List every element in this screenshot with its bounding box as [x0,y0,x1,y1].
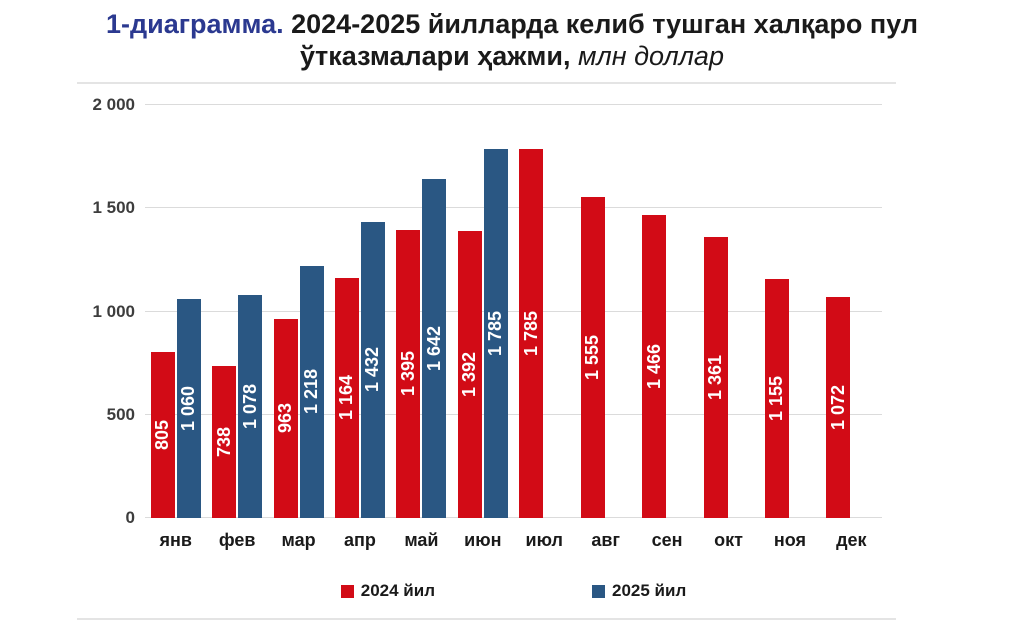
y-tick-label-0: 0 [125,508,135,527]
legend-label-2024: 2024 йил [360,581,435,600]
bar-value-label: 1 164 [336,375,357,421]
y-tick-label-2000: 2 000 [92,95,135,114]
bar-2024-сен: 1 466 [642,215,667,518]
bar-value-label: 1 785 [520,310,541,357]
chart-title: 1-диаграмма. 2024-2025 йилларда келиб ту… [0,8,1024,72]
month-label-дек: дек [836,530,867,550]
gridline-1000 [145,310,882,312]
legend: 2024 йил 2025 йил [145,581,882,601]
bar-2024-ноя: 1 155 [764,279,789,518]
month-label-май: май [404,530,439,550]
bar-2024-фев: 738 [212,366,237,518]
month-label-апр: апр [344,530,376,550]
month-label-окт: окт [714,530,743,550]
bar-2024-июн: 1 392 [457,231,482,518]
legend-swatch-2024-icon [340,584,354,598]
gridline-500 [145,413,882,415]
bar-2024-мар: 963 [273,319,298,518]
bar-value-label: 1 072 [827,384,848,431]
bar-value-label: 805 [152,419,173,451]
bar-group-янв: 805 1 060 [145,105,206,518]
bar-value-label: 1 218 [301,369,322,415]
month-label-авг: авг [591,530,620,550]
month-label-июл: июл [525,530,563,550]
bar-2024-дек: 1 072 [826,297,851,518]
bar-2024-апр: 1 164 [334,278,359,518]
bar-2025-июн: 1 785 [483,149,508,518]
chart-title-text: 2024-2025 йилларда келиб тушган халқаро … [291,9,919,39]
bar-2024-июл: 1 785 [519,149,544,518]
month-label-фев: фев [218,530,256,550]
chart-card: 0 500 1 000 1 500 2 000 805 1 060 738 1 078 963 1… [77,82,896,620]
bar-value-label: 1 785 [485,310,506,357]
gridline-1500 [145,207,882,209]
bar-group-июл: 1 785 [514,105,575,518]
bar-group-май: 1 395 1 642 [391,105,452,518]
plot-area: 805 1 060 738 1 078 963 1 218 1 164 1 432 1 395 1… [145,104,882,518]
bar-group-июн: 1 392 1 785 [452,105,513,518]
month-label-июн: июн [464,530,502,550]
bar-value-label: 1 361 [705,354,725,401]
chart-title-line2: ўтказмалари ҳажми, млн доллар [0,40,1024,72]
bar-2025-янв: 1 060 [176,299,201,518]
chart-title-number: 1-диаграмма. [105,9,284,39]
x-axis-labels: янв фев мар апр май июн июл авг сен окт ноя дек [145,530,882,551]
bar-2024-окт: 1 361 [703,237,728,518]
bar-group-ноя: 1 155 [759,105,820,518]
legend-label-2025: 2025 йил [612,581,687,600]
bar-value-label: 1 432 [362,347,383,393]
bar-value-label: 1 392 [459,351,480,398]
bar-2025-мар: 1 218 [299,266,324,518]
y-axis: 0 500 1 000 1 500 2 000 [77,96,135,527]
bar-value-label: 1 078 [239,383,260,430]
legend-swatch-2025-icon [592,584,605,598]
bar-value-label: 963 [275,403,296,434]
y-tick-label-1000: 1 000 [92,301,135,321]
bar-value-label: 738 [213,426,234,458]
bar-value-label: 1 555 [582,334,603,381]
bar-2024-янв: 805 [150,352,175,518]
bar-group-сен: 1 466 [636,105,697,518]
month-label-янв: янв [159,530,192,550]
y-tick-label-500: 500 [106,404,135,424]
bar-groups: 805 1 060 738 1 078 963 1 218 1 164 1 432 1 395 1… [145,105,882,518]
bar-group-фев: 738 1 078 [206,105,267,518]
bar-2024-май: 1 395 [396,230,421,518]
gridline-0 [145,517,882,518]
legend-item-2024: 2024 йил [340,581,435,601]
bar-group-дек: 1 072 [821,105,882,518]
bar-value-label: 1 466 [643,343,664,390]
month-label-сен: сен [651,530,683,550]
chart-title-unit: млн доллар [578,41,724,71]
bar-group-авг: 1 555 [575,105,636,518]
gridline-2000 [145,104,882,105]
bar-value-label: 1 060 [178,385,199,432]
y-tick-label-1500: 1 500 [92,198,135,218]
bar-value-label: 1 155 [766,375,787,422]
chart-title-text2: ўтказмалари ҳажми, [300,41,571,71]
month-label-мар: мар [281,530,316,550]
bar-group-окт: 1 361 [698,105,759,518]
bar-value-label: 1 395 [397,351,418,397]
chart-title-line1: 1-диаграмма. 2024-2025 йилларда келиб ту… [0,8,1024,40]
bar-value-label: 1 642 [423,325,444,372]
bar-2024-авг: 1 555 [580,197,605,518]
bar-group-апр: 1 164 1 432 [329,105,390,518]
bar-2025-фев: 1 078 [238,295,263,518]
bar-2025-апр: 1 432 [360,222,385,518]
bar-group-мар: 963 1 218 [268,105,329,518]
legend-item-2025: 2025 йил [592,581,686,601]
month-label-ноя: ноя [773,530,806,550]
bar-2025-май: 1 642 [422,179,447,518]
